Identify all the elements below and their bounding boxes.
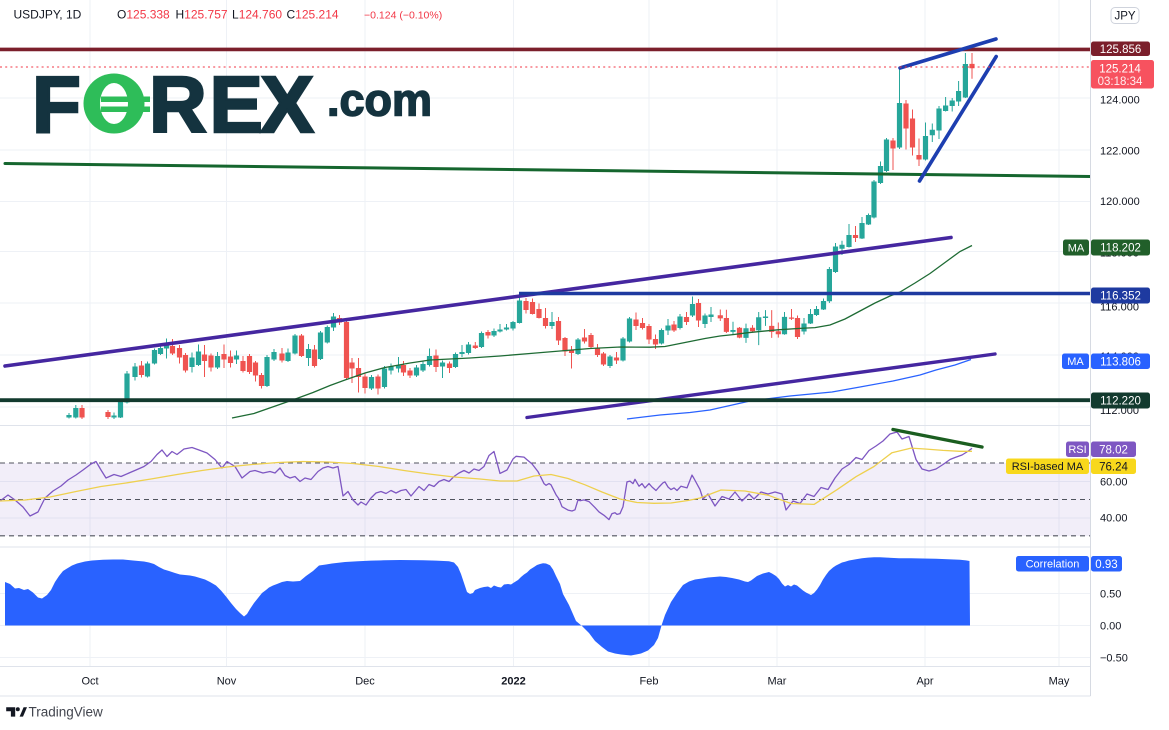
svg-text:112.220: 112.220: [1100, 396, 1141, 408]
svg-text:0.50: 0.50: [1100, 589, 1121, 601]
svg-text:116.352: 116.352: [1100, 291, 1141, 303]
svg-text:TradingView: TradingView: [29, 705, 104, 720]
svg-text:03:18:34: 03:18:34: [1098, 76, 1143, 88]
svg-text:E: E: [210, 60, 263, 149]
svg-text:116.000: 116.000: [1100, 302, 1139, 314]
svg-text:May: May: [1049, 676, 1070, 688]
svg-text:Feb: Feb: [640, 676, 659, 688]
svg-text:R: R: [149, 60, 207, 149]
svg-text:Correlation: Correlation: [1026, 559, 1080, 571]
svg-text:122.000: 122.000: [1100, 145, 1140, 157]
svg-text:124.000: 124.000: [1100, 94, 1140, 106]
svg-text:125.856: 125.856: [1100, 44, 1142, 56]
svg-text:125.214: 125.214: [1099, 64, 1141, 76]
svg-text:MA: MA: [1068, 243, 1085, 255]
svg-text:−0.50: −0.50: [1100, 653, 1128, 665]
svg-text:0.00: 0.00: [1100, 621, 1121, 633]
svg-text:MA: MA: [1067, 356, 1084, 368]
svg-text:Apr: Apr: [916, 676, 933, 688]
svg-text:Nov: Nov: [217, 676, 237, 688]
svg-text:O125.338: O125.338: [117, 8, 170, 22]
svg-text:X: X: [261, 60, 314, 149]
svg-text:JPY: JPY: [1114, 11, 1135, 23]
svg-text:78.02: 78.02: [1099, 444, 1128, 456]
svg-text:F: F: [32, 60, 81, 149]
svg-text:2022: 2022: [501, 676, 525, 688]
svg-text:.com: .com: [327, 75, 432, 126]
svg-text:113.806: 113.806: [1100, 356, 1141, 368]
svg-text:H125.757: H125.757: [176, 8, 228, 22]
svg-text:76.24: 76.24: [1099, 461, 1128, 473]
svg-text:120.000: 120.000: [1100, 196, 1140, 208]
svg-text:60.00: 60.00: [1100, 477, 1128, 489]
svg-text:RSI: RSI: [1068, 444, 1086, 456]
svg-text:40.00: 40.00: [1100, 513, 1128, 525]
svg-text:118.202: 118.202: [1100, 243, 1141, 255]
svg-text:RSI-based MA: RSI-based MA: [1012, 461, 1084, 473]
svg-text:C125.214: C125.214: [287, 8, 339, 22]
svg-text:Dec: Dec: [355, 676, 375, 688]
svg-text:0.93: 0.93: [1095, 559, 1117, 571]
svg-text:Mar: Mar: [768, 676, 787, 688]
svg-text:−0.124 (−0.10%): −0.124 (−0.10%): [364, 10, 442, 22]
svg-text:L124.760: L124.760: [232, 8, 282, 22]
svg-text:Oct: Oct: [81, 676, 98, 688]
svg-text:USDJPY, 1D: USDJPY, 1D: [14, 8, 82, 22]
